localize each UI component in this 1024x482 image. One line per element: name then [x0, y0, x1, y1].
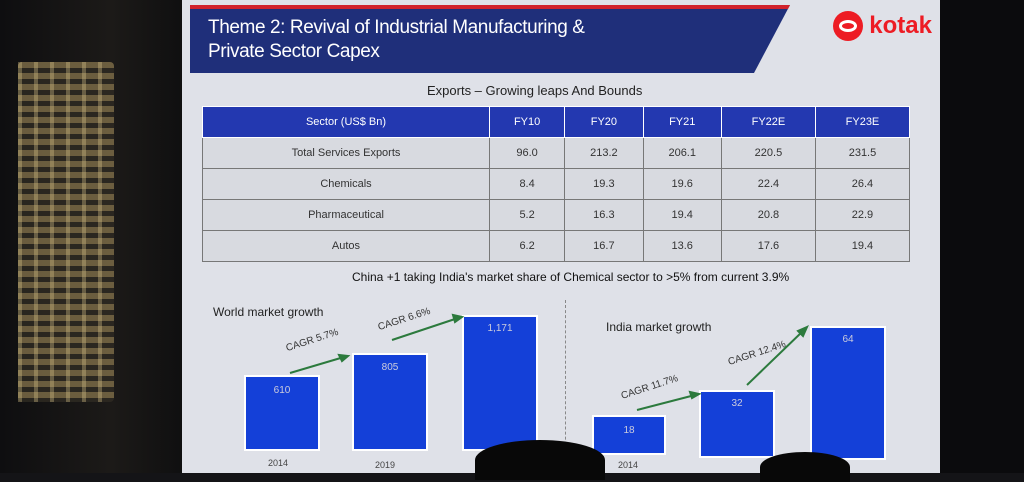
table-cell: Pharmaceutical: [202, 199, 490, 231]
table-cell: 96.0: [488, 137, 566, 169]
world-arrowhead-2: [451, 313, 465, 324]
table-cell: 213.2: [564, 137, 644, 169]
india-cagr-1: CAGR 11.7%: [619, 373, 680, 402]
india-bar-2014: [592, 415, 666, 455]
india-bar-label-2014: 18: [623, 425, 635, 436]
world-bar-2014: [244, 375, 320, 451]
table-cell: 8.4: [488, 168, 566, 200]
table-cell: 26.4: [814, 168, 911, 200]
table-cell: Autos: [202, 230, 490, 262]
exports-table: Sector (US$ Bn) FY10 FY20 FY21 FY22E FY2…: [202, 106, 911, 262]
india-arrowhead-1: [688, 390, 702, 400]
table-cell: 206.1: [642, 137, 722, 169]
table-cell: 19.4: [642, 199, 722, 231]
table-cell: 17.6: [720, 230, 816, 262]
slide-title: Theme 2: Revival of Industrial Manufactu…: [208, 17, 585, 62]
world-bar-label-2014: 610: [273, 385, 291, 396]
table-cell: 22.9: [814, 199, 911, 231]
table-row: Total Services Exports 96.0 213.2 206.1 220.…: [202, 137, 911, 169]
world-cagr-1: CAGR 5.7%: [284, 326, 340, 355]
table-cell: 19.6: [642, 168, 722, 200]
india-cagr-2: CAGR 12.4%: [726, 338, 788, 369]
table-subtitle: Exports – Growing leaps And Bounds: [427, 83, 643, 98]
world-arrowhead-1: [337, 353, 351, 363]
presentation-slide: Theme 2: Revival of Industrial Manufactu…: [182, 0, 940, 473]
world-arrow-1: [289, 356, 345, 374]
table-cell: Chemicals: [202, 168, 490, 200]
table-cell: 5.2: [488, 199, 566, 231]
world-bar-label-2024: 1,171: [487, 323, 513, 334]
column-header: FY21: [642, 106, 722, 138]
table-cell: 13.6: [642, 230, 722, 262]
table-cell: 19.3: [564, 168, 644, 200]
table-cell: 22.4: [720, 168, 816, 200]
logo-text: kotak: [869, 12, 932, 39]
table-row: Autos 6.2 16.7 13.6 17.6 19.4: [202, 230, 911, 262]
table-row: Pharmaceutical 5.2 16.3 19.4 20.8 22.9: [202, 199, 911, 231]
table-header-row: Sector (US$ Bn) FY10 FY20 FY21 FY22E FY2…: [202, 106, 911, 138]
world-cagr-2: CAGR 6.6%: [376, 305, 432, 334]
kotak-logo-icon: [833, 11, 864, 41]
world-bar-2024: [462, 315, 538, 451]
audience-head: [475, 440, 605, 480]
world-chart-title: World market growth: [213, 305, 324, 319]
table-cell: 16.7: [564, 230, 644, 262]
column-header: FY20: [564, 106, 644, 138]
title-banner: [190, 5, 790, 73]
column-header: FY22E: [720, 106, 816, 138]
column-header: Sector (US$ Bn): [202, 106, 490, 138]
table-cell: 19.4: [814, 230, 911, 262]
table-cell: Total Services Exports: [202, 137, 490, 169]
chemical-share-note: China +1 taking India's market share of …: [352, 270, 790, 284]
lamp: [18, 62, 114, 402]
india-year-2014: 2014: [618, 460, 639, 470]
table-row: Chemicals 8.4 19.3 19.6 22.4 26.4: [202, 168, 911, 200]
india-bar-2024: [810, 326, 886, 460]
world-bar-label-2019: 805: [381, 362, 399, 373]
title-accent: [190, 5, 790, 9]
room-background-right: [934, 0, 1024, 473]
india-arrowhead-2: [796, 325, 809, 338]
india-chart-title: India market growth: [606, 320, 712, 334]
table-cell: 6.2: [488, 230, 566, 262]
india-bar-2019: [699, 390, 775, 458]
india-bar-label-2024: 64: [842, 334, 854, 345]
kotak-logo: kotak: [833, 6, 932, 46]
audience-head: [760, 452, 850, 482]
room-background-left: [0, 0, 185, 473]
world-year-2019: 2019: [375, 460, 396, 470]
world-year-2014: 2014: [268, 458, 289, 468]
table-cell: 16.3: [564, 199, 644, 231]
world-bar-2019: [352, 353, 428, 451]
india-arrow-1: [636, 394, 696, 411]
table-cell: 20.8: [720, 199, 816, 231]
column-header: FY10: [488, 106, 566, 138]
india-bar-label-2019: 32: [731, 398, 743, 409]
table-cell: 220.5: [720, 137, 816, 169]
chart-divider: [565, 300, 567, 470]
table-cell: 231.5: [814, 137, 911, 169]
column-header: FY23E: [814, 106, 911, 138]
